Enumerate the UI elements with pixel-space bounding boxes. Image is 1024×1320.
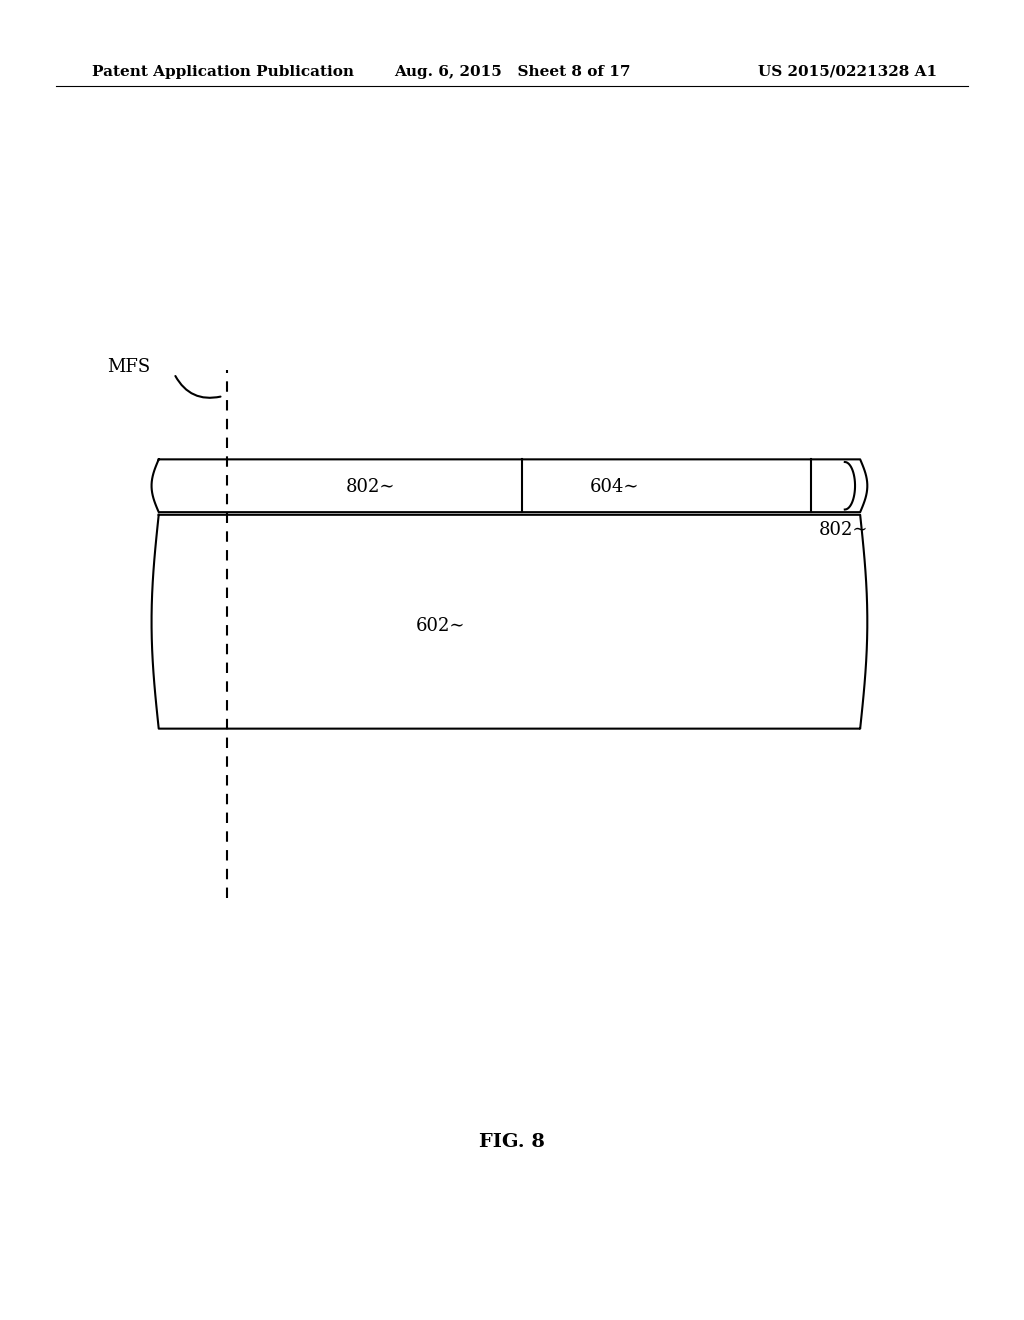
Text: Aug. 6, 2015   Sheet 8 of 17: Aug. 6, 2015 Sheet 8 of 17 (394, 65, 630, 79)
Text: 602∼: 602∼ (416, 616, 465, 635)
Text: 802∼: 802∼ (819, 521, 868, 540)
Text: FIG. 8: FIG. 8 (479, 1133, 545, 1151)
Text: 802∼: 802∼ (346, 478, 395, 496)
Text: Patent Application Publication: Patent Application Publication (92, 65, 354, 79)
Text: MFS: MFS (108, 358, 151, 376)
Text: 604∼: 604∼ (590, 478, 639, 496)
Text: US 2015/0221328 A1: US 2015/0221328 A1 (758, 65, 937, 79)
